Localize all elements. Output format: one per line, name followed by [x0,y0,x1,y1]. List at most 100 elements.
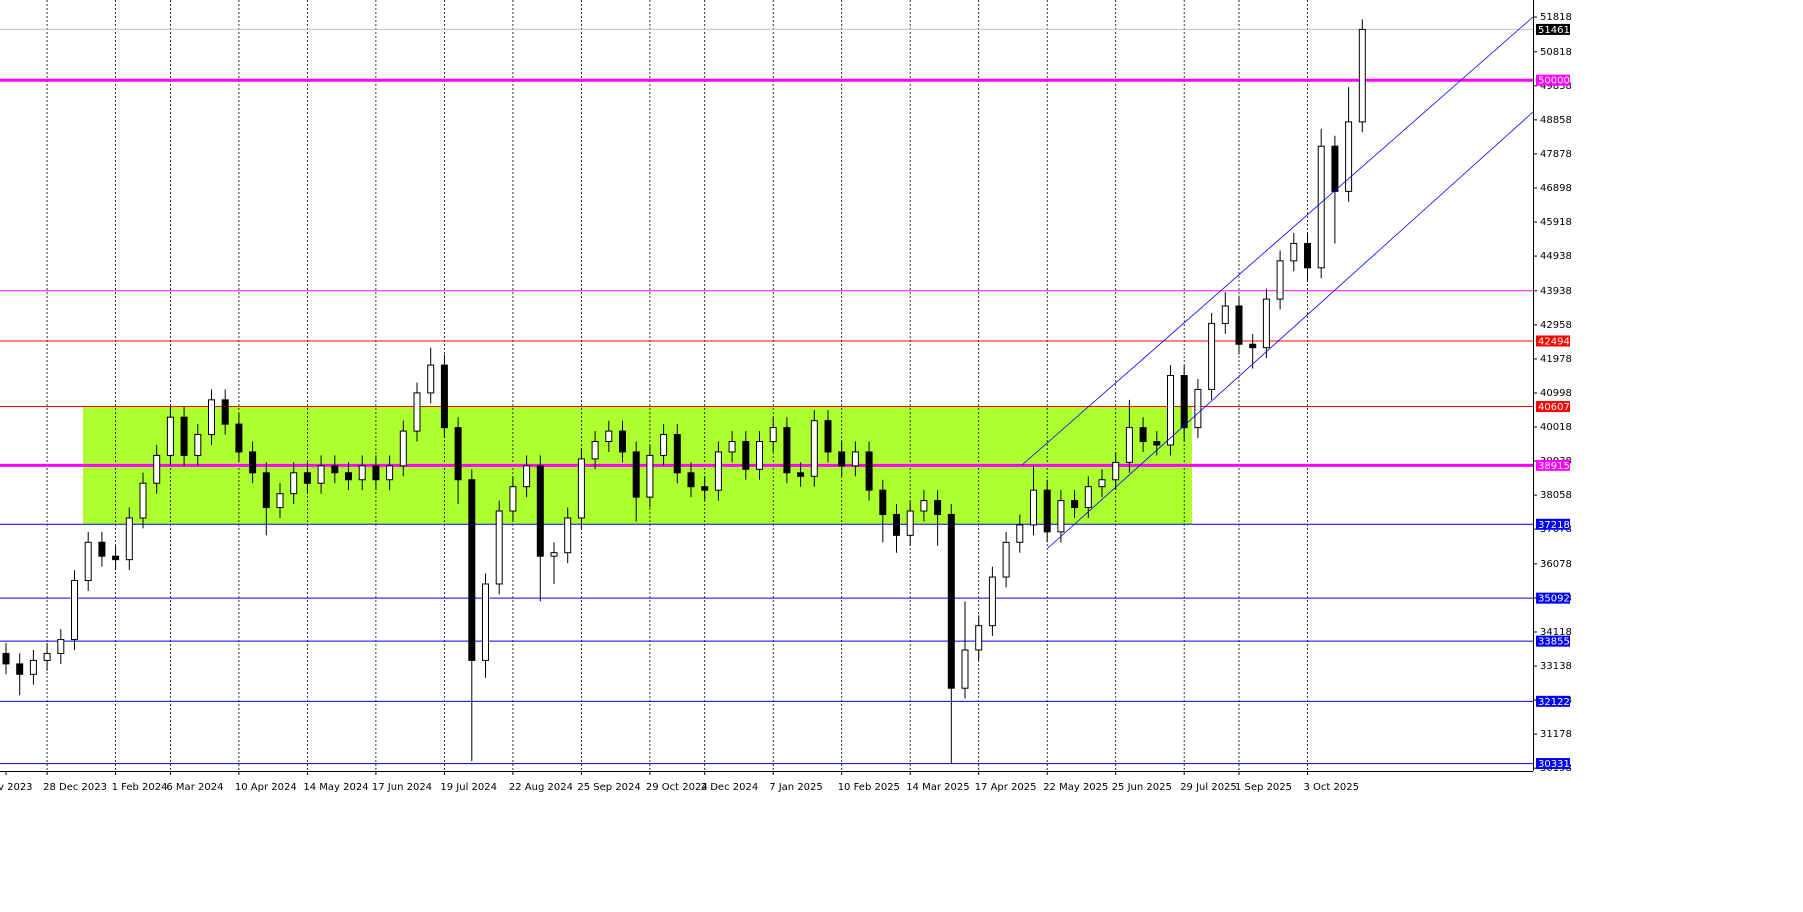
candle-body [619,430,626,453]
x-tick-label: 1 Sep 2025 [1235,782,1292,793]
level-tag-label: 32122 [1538,697,1570,708]
y-tick-label: 34118 [1540,627,1572,638]
candle-body [2,652,10,665]
level-tag [1536,335,1570,347]
candle-body [194,434,202,456]
candle-body [399,430,407,467]
candle-body [605,430,613,443]
candle-body [591,441,599,460]
candle-body [742,441,750,470]
candle-body [440,364,448,429]
candle-body [454,427,462,481]
candle-body [413,392,421,432]
level-tag-label: 35092 [1538,594,1570,605]
candle-body [1290,242,1298,262]
level-tag [1536,23,1570,35]
candle-body [331,465,339,474]
candle-body [1221,305,1229,324]
candle-body [43,652,51,661]
x-tick-label: 10 Feb 2025 [838,782,900,793]
candle-body [1208,322,1216,390]
candle-body [249,451,257,474]
candle-body [1235,305,1243,345]
y-tick-label: 43938 [1540,286,1572,297]
level-tag [1536,758,1570,770]
level-tag-label: 33855 [1538,637,1570,648]
candle-body [577,458,585,519]
y-tick-label: 33138 [1540,661,1572,672]
x-tick-label: 3 Oct 2025 [1304,782,1359,793]
candle-body [468,479,476,661]
x-tick-label: 1 Feb 2024 [112,782,168,793]
candle-body [358,465,366,481]
candle-body [1030,489,1037,526]
x-tick-label: 19 Jul 2024 [440,782,497,793]
candle-layer [2,19,1366,764]
candle-body [427,364,435,394]
channel-lower [1047,111,1534,549]
candle-body [824,420,832,453]
candle-body [1167,375,1174,446]
candle-body [536,465,544,557]
y-tick-label: 49838 [1540,81,1572,92]
level-tag-layer: 51461 50000 42494 40607 38915 37218 35092 33855… [1536,23,1570,770]
y-tick-label: 36078 [1540,559,1572,570]
candle-body [1084,486,1092,509]
y-tick-label: 31178 [1540,729,1572,740]
axis-layer: 51818 50818 49838 48858 47878 46898 45918 44938… [0,12,1572,793]
y-tick-label: 40998 [1540,388,1572,399]
candle-body [1262,298,1270,349]
x-tick-label: 14 Mar 2025 [906,782,969,793]
candle-body [810,420,818,477]
candle-body [57,639,65,654]
channel [1021,16,1534,549]
candle-body [1071,500,1079,509]
candle-body [893,513,900,536]
level-tag-label: 51461 [1538,25,1570,36]
candle-body [303,472,311,484]
candle-body [495,510,503,585]
candle-body [934,500,942,515]
x-tick-label: v 2023 [0,782,33,793]
level-tag-label: 40607 [1538,402,1570,413]
candle-body [84,541,92,581]
axis-background [1533,0,1803,912]
y-tick-label: 47878 [1540,149,1572,160]
x-tick-label: 28 Dec 2023 [43,782,107,793]
x-tick-label: 22 Aug 2024 [509,782,573,793]
candle-body [1016,524,1024,543]
y-tick-label: 38058 [1540,490,1572,501]
candle-body [386,465,394,481]
candle-body [139,482,147,519]
y-tick-label: 51818 [1540,12,1572,23]
candle-body [1125,427,1133,463]
candle-body [523,465,531,488]
y-tick-label: 45918 [1540,217,1572,228]
candle-body [660,434,668,456]
candle-body [180,416,188,456]
candle-body [1304,242,1311,269]
candle-body [98,541,106,557]
candle-body [1098,479,1106,488]
x-tick-label: 22 May 2025 [1043,782,1108,793]
axis-background [0,771,1533,912]
y-tick-label: 48858 [1540,115,1572,126]
x-tick-label: 6 Mar 2024 [166,782,223,793]
candle-body [1194,388,1202,429]
x-tick-label: 2 Dec 2024 [701,782,759,793]
candle-body [125,517,133,561]
candle-body [687,472,695,488]
level-tag-label: 42494 [1538,336,1570,347]
y-tick-label: 41978 [1540,354,1572,365]
level-tag-label: 37218 [1538,520,1570,531]
level-tag [1536,635,1570,647]
candle-body [564,517,572,554]
level-tag-label: 50000 [1538,76,1570,87]
candle-body [769,427,777,443]
candle-body [345,472,352,481]
candle-body [756,441,763,470]
candle-body [714,451,722,491]
candle-body [673,434,681,474]
